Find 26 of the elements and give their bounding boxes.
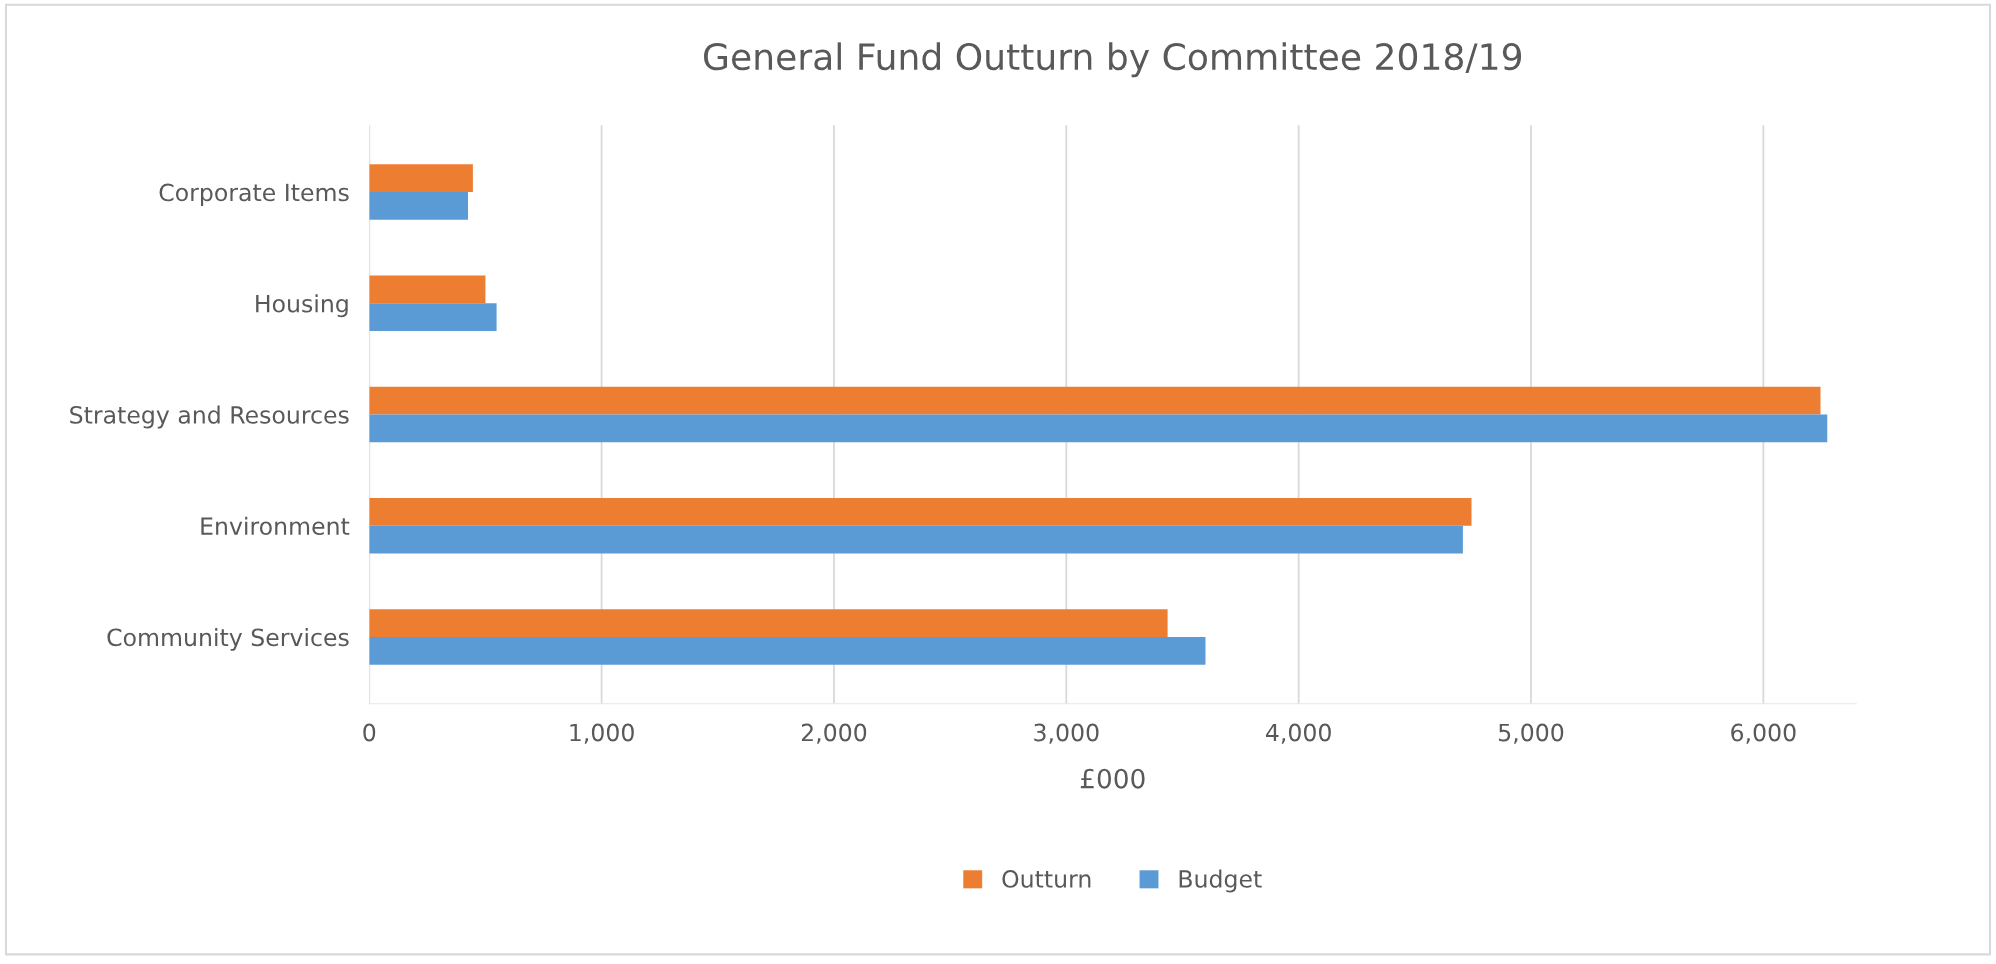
bar: [369, 192, 469, 220]
y-tick-label: Corporate Items: [159, 183, 349, 206]
y-tick-label: Housing: [256, 294, 348, 318]
bar: [369, 609, 1168, 637]
y-tick-label: Strategy and Resources: [70, 405, 349, 429]
bar: [369, 303, 497, 332]
bar: [369, 386, 1821, 415]
x-tick-label: 3,000: [1034, 723, 1099, 744]
bar: [369, 525, 1463, 554]
bar: [369, 275, 486, 304]
legend-label: Outturn: [1002, 869, 1091, 888]
chart-title: General Fund Outturn by Committee 2018/19: [704, 42, 1522, 78]
bar: [369, 414, 1828, 443]
y-tick-label: Environment: [201, 516, 350, 536]
x-tick-label: 6,000: [1731, 723, 1796, 744]
bar: [369, 636, 1206, 665]
legend-label: Budget: [1179, 869, 1262, 893]
y-tick-label: Community Services: [107, 628, 349, 651]
x-tick-label: 1,000: [570, 723, 634, 744]
x-tick-label: 4,000: [1266, 723, 1331, 744]
x-tick-label: 5,000: [1499, 723, 1564, 744]
x-axis-title: £000: [1080, 768, 1145, 789]
bar: [369, 497, 1472, 526]
x-tick-label: 2,000: [801, 723, 867, 744]
bar: [369, 164, 473, 193]
x-tick-label: 0: [363, 723, 376, 742]
